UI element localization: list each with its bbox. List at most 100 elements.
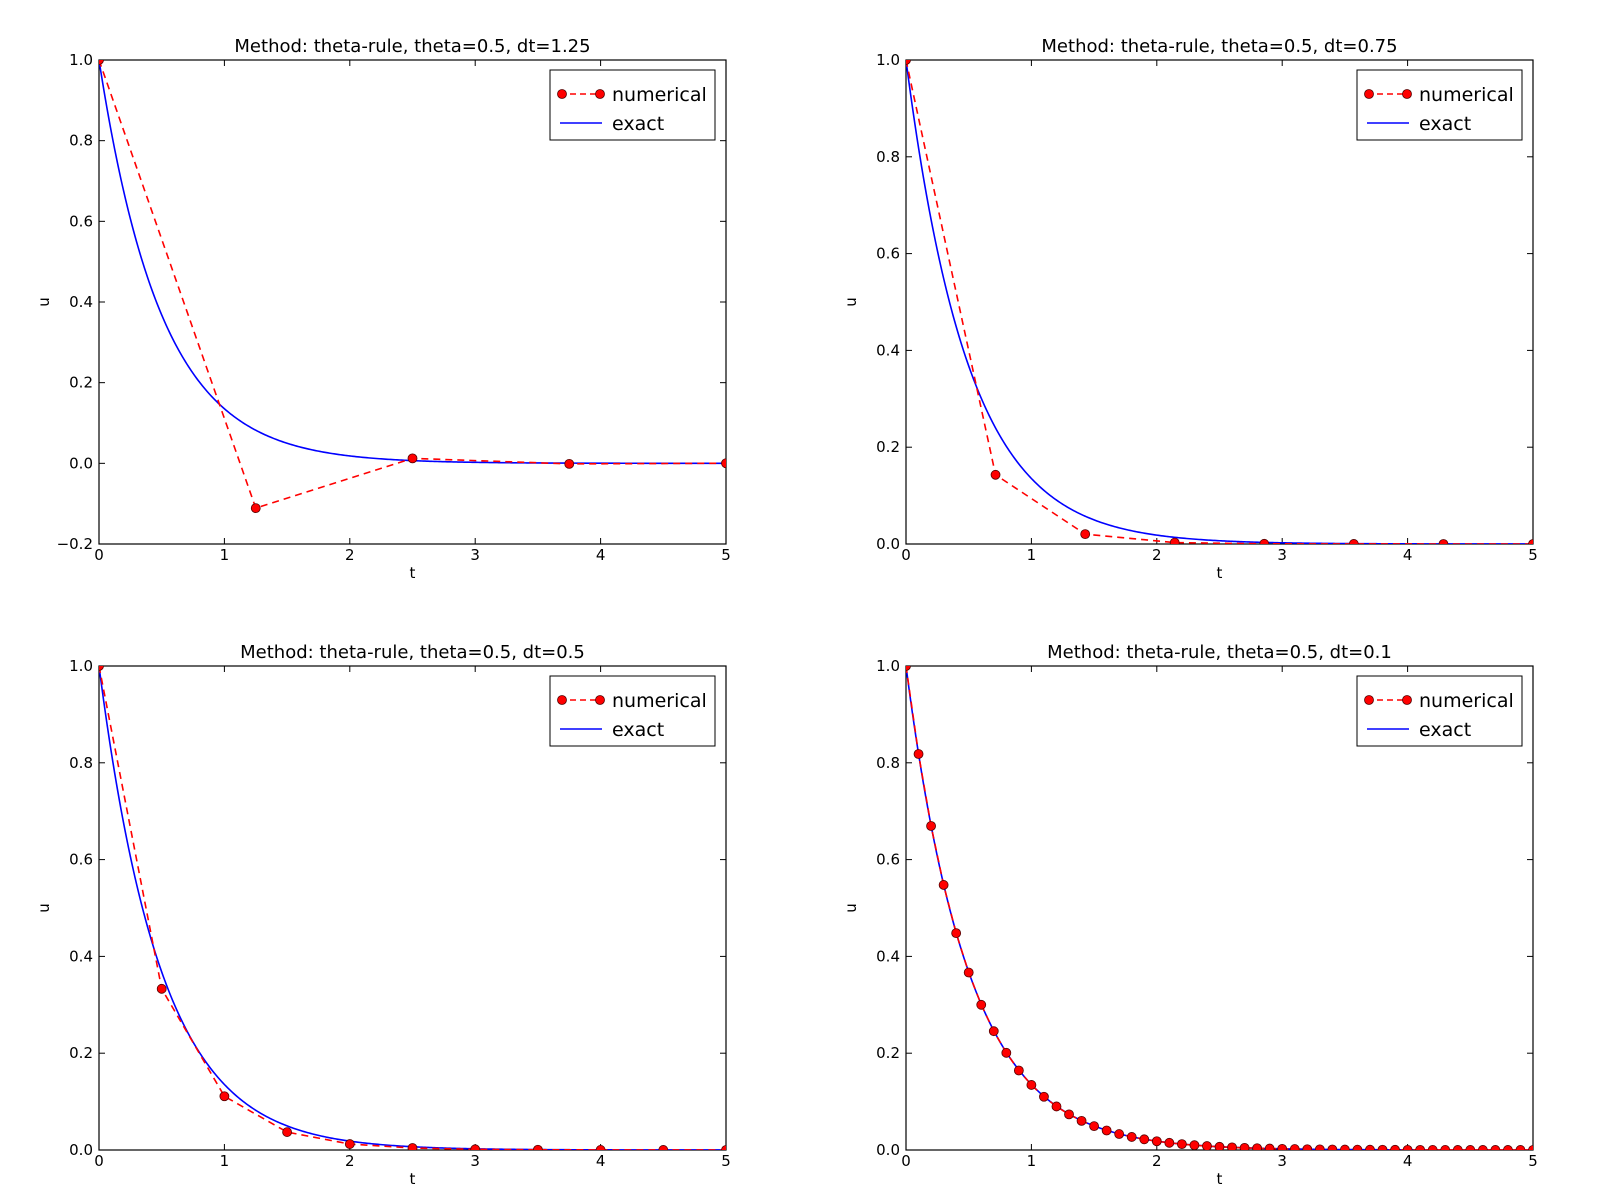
data-point-numerical [1348,539,1359,544]
data-point-numerical [1390,1144,1400,1150]
y-tick-label: 0.0 [69,1141,93,1159]
data-point-numerical [1465,1145,1476,1150]
x-tick-label: 3 [470,546,480,564]
axes-frame [98,665,727,1151]
y-tick-label: 0.8 [69,132,93,150]
data-layer [99,60,726,514]
data-point-numerical [963,967,974,978]
legend: numerical exact [549,675,716,747]
data-point-numerical [1214,1141,1225,1150]
data-point-numerical [1264,1143,1275,1150]
legend-label-numerical: numerical [612,84,707,106]
y-tick-label: 0.6 [69,851,93,869]
data-point-numerical [250,503,261,514]
y-tick-label: 0.4 [69,947,93,965]
data-layer [99,666,726,1150]
data-point-numerical [1402,1144,1413,1150]
data-point-numerical [1515,1145,1526,1150]
x-tick-label: 2 [345,1152,355,1170]
legend-label-numerical: numerical [1419,690,1514,712]
x-tick-label: 1 [220,546,230,564]
data-layer [906,666,1533,1150]
data-point-numerical [1252,1143,1263,1150]
y-tick-label: 0.4 [876,947,900,965]
data-point-numerical [906,666,911,671]
y-tick-label: 0.8 [876,754,900,772]
y-tick-label: 0.0 [69,454,93,472]
data-point-numerical [1528,1145,1533,1150]
x-tick-label: 5 [721,1152,731,1170]
legend-box [549,69,716,141]
data-point-numerical [219,1091,230,1102]
x-tick-label: 4 [1403,1152,1413,1170]
data-point-numerical [1039,1091,1049,1102]
x-tick-label: 5 [1528,1152,1538,1170]
legend-label-numerical: numerical [612,690,707,712]
data-point-numerical [1528,539,1533,544]
y-tick-label: 0.6 [876,245,900,263]
subplot-1: 0 1 2 3 4 5 −0.2 0.0 0.2 0.4 0.6 0.8 1.0 t u Method: th… [35,36,731,582]
x-tick-label: 2 [345,546,355,564]
x-tick-label: 4 [1403,546,1413,564]
y-tick-label: 0.0 [876,1141,900,1159]
data-point-numerical [1164,1137,1175,1148]
x-axis-label: t [410,1170,416,1188]
data-point-numerical [976,999,987,1010]
x-tick-label: 1 [220,1152,230,1170]
x-tick-label: 1 [1027,1152,1037,1170]
data-point-numerical [1169,537,1180,544]
data-layer [906,60,1533,544]
data-point-numerical [1227,1142,1237,1150]
data-point-numerical [1289,1144,1300,1150]
data-point-numerical [595,1145,606,1150]
subplot-3: 0 1 2 3 4 5 0.0 0.2 0.4 0.6 0.8 1.0 t u Method: theta-… [35,642,731,1188]
plot-title: Method: theta-rule, theta=0.5, dt=0.75 [1041,36,1397,57]
data-point-numerical [990,469,1001,480]
x-tick-label: 3 [470,1152,480,1170]
y-tick-label: 0.2 [876,1044,900,1062]
x-tick-label: 4 [596,1152,606,1170]
series-line-exact [906,60,1533,544]
x-tick-label: 0 [901,546,911,564]
data-point-numerical [407,453,418,464]
y-tick-label: 0.6 [876,851,900,869]
legend: numerical exact [549,69,716,141]
y-tick-label: 1.0 [876,657,900,675]
data-point-numerical [1340,1144,1350,1150]
legend-marker-numerical [1402,89,1412,99]
data-point-numerical [1139,1134,1150,1145]
data-point-numerical [721,458,726,469]
data-point-numerical [1503,1145,1513,1150]
x-tick-label: 5 [721,546,731,564]
data-point-numerical [1126,1132,1137,1142]
data-point-numerical [1415,1144,1426,1150]
plot-title: Method: theta-rule, theta=0.5, dt=0.5 [240,642,585,663]
legend: numerical exact [1356,675,1523,747]
legend-label-exact: exact [1419,113,1471,135]
subplot-2: 0 1 2 3 4 5 0.0 0.2 0.4 0.6 0.8 1.0 t u Method: theta-… [842,36,1538,582]
y-tick-label: 0.0 [876,535,900,553]
legend-marker-numerical [1402,695,1412,705]
axes-frame [905,59,1534,545]
data-point-numerical [99,666,104,671]
data-point-numerical [1089,1121,1099,1132]
x-tick-label: 2 [1152,1152,1162,1170]
x-tick-label: 4 [596,546,606,564]
data-point-numerical [938,880,949,890]
data-point-numerical [1013,1065,1024,1076]
legend-box [549,675,716,747]
data-point-numerical [344,1139,355,1149]
legend-marker-numerical [595,695,605,705]
legend-label-numerical: numerical [1419,84,1514,106]
series-line-numerical [906,60,1533,544]
legend-label-exact: exact [1419,719,1471,741]
plot-title: Method: theta-rule, theta=0.5, dt=1.25 [234,36,590,57]
data-point-numerical [1302,1144,1313,1150]
data-point-numerical [1327,1144,1338,1150]
x-tick-label: 3 [1277,1152,1287,1170]
legend: numerical exact [1356,69,1523,141]
data-point-numerical [951,928,962,939]
x-tick-label: 1 [1027,546,1037,564]
x-tick-label: 2 [1152,546,1162,564]
